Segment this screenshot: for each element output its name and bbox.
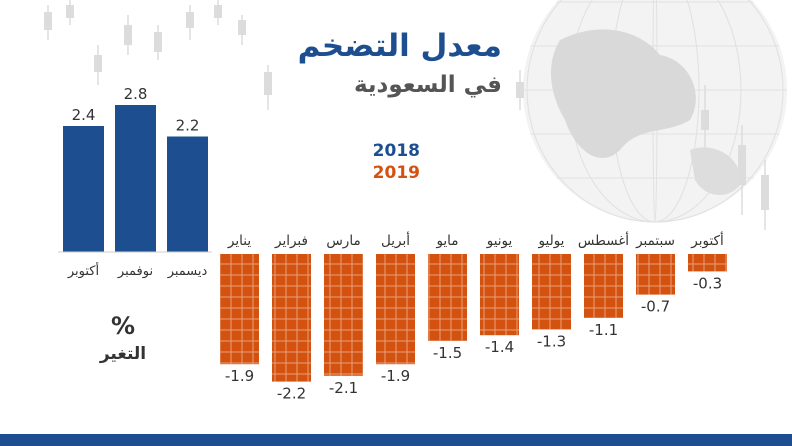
legend-2019: 2019 xyxy=(372,163,420,183)
chart-subtitle: في السعودية xyxy=(353,72,502,98)
unit-label: % التغير xyxy=(88,312,158,364)
continent-shape xyxy=(550,29,696,159)
category-label-2019: يناير xyxy=(227,233,251,249)
bar-2019-texture xyxy=(428,254,467,341)
category-label-2019: فبراير xyxy=(274,233,308,249)
category-label-2018: ديسمبر xyxy=(167,264,208,279)
bar-2019-texture xyxy=(584,254,623,318)
category-label-2019: أبريل xyxy=(381,231,410,249)
category-label-2019: يونيو xyxy=(486,233,513,249)
candlestick-body xyxy=(701,110,709,130)
category-label-2019: مايو xyxy=(435,233,458,249)
background-decoration xyxy=(44,0,787,230)
bar-2019-texture xyxy=(272,254,311,382)
data-label-2019: -1.1 xyxy=(589,321,618,339)
bar-2019-texture xyxy=(688,254,727,272)
data-label-2019: -0.7 xyxy=(641,298,670,316)
data-label-2019: -1.9 xyxy=(381,367,410,385)
category-label-2019: يوليو xyxy=(538,233,565,249)
candlestick-body xyxy=(516,82,524,98)
category-label-2019: مارس xyxy=(326,233,360,249)
candlestick-body xyxy=(66,5,74,18)
bar-2019-texture xyxy=(220,254,259,365)
bar-2019-texture xyxy=(376,254,415,365)
data-label-2019: -1.4 xyxy=(485,338,514,356)
candlestick-body xyxy=(94,55,102,72)
data-label-2019: -0.3 xyxy=(693,274,722,292)
category-label-2018: أكتوبر xyxy=(67,262,99,279)
percent-symbol: % xyxy=(110,312,136,340)
data-label-2019: -1.9 xyxy=(225,367,254,385)
bar-2019-texture xyxy=(324,254,363,376)
bar-2019-texture xyxy=(480,254,519,336)
data-label-2019: -2.1 xyxy=(329,379,358,397)
legend-2018: 2018 xyxy=(372,141,420,161)
data-label-2019: -2.2 xyxy=(277,385,306,403)
candlestick-body xyxy=(44,12,52,30)
category-label-2018: نوفمبر xyxy=(117,264,153,279)
candlestick-body xyxy=(738,145,746,185)
chart-title: معدل التضخم xyxy=(297,28,502,64)
candlestick-body xyxy=(238,20,246,35)
bar-2019-texture xyxy=(532,254,571,330)
bar-2018 xyxy=(63,126,104,252)
globe-decoration xyxy=(523,0,787,223)
continent-shape xyxy=(690,147,741,196)
change-label: التغير xyxy=(99,344,147,364)
bar-2018 xyxy=(167,136,208,252)
data-label-2018: 2.4 xyxy=(72,106,96,124)
category-label-2019: أكتوبر xyxy=(690,231,723,249)
candlestick-body xyxy=(154,32,162,52)
category-label-2019: أغسطس xyxy=(578,231,629,249)
data-label-2019: -1.3 xyxy=(537,332,566,350)
candlestick-body xyxy=(214,5,222,18)
data-label-2018: 2.8 xyxy=(124,85,148,103)
chart-marks: 2.4 أكتوبر 2.8 نوفمبر 2.2 ديسمبر -1.9 يناير -2.2… xyxy=(58,85,727,403)
candlestick-decoration xyxy=(44,0,769,230)
bar-2018 xyxy=(115,105,156,252)
candlestick-body xyxy=(761,175,769,210)
candlestick-body xyxy=(186,12,194,28)
candlestick-body xyxy=(124,25,132,45)
category-label-2019: سبتمبر xyxy=(635,233,675,249)
data-label-2018: 2.2 xyxy=(176,117,200,135)
data-label-2019: -1.5 xyxy=(433,344,462,362)
bar-2019-texture xyxy=(636,254,675,295)
candlestick-body xyxy=(264,72,272,95)
bottom-strip xyxy=(0,434,792,446)
